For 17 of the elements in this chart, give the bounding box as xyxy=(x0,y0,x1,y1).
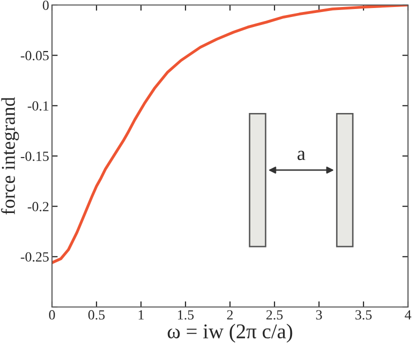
x-tick-label: 1.5 xyxy=(178,310,194,320)
x-tick-label: 4 xyxy=(404,310,412,320)
annotation: a xyxy=(298,150,306,160)
y-tick-label: -0.05 xyxy=(20,50,49,60)
x-tick-label: 3.5 xyxy=(355,310,372,320)
x-axis-title: ω = iw (2π c/a) xyxy=(168,324,292,343)
y-tick-label: -0.2 xyxy=(28,202,48,212)
x-tick-label: 1 xyxy=(138,310,144,320)
x-tick-label: 2.5 xyxy=(266,310,283,320)
y-tick-label: 0 xyxy=(42,0,49,10)
x-tick-label: 2 xyxy=(227,310,233,320)
y-axis-title: force integrand xyxy=(1,97,19,215)
y-tick-label: -0.25 xyxy=(20,252,49,262)
y-tick-label: -0.1 xyxy=(28,101,48,111)
y-tick-label: -0.15 xyxy=(20,152,49,162)
x-tick-label: 3 xyxy=(316,310,322,320)
x-tick-label: 0.5 xyxy=(88,310,105,320)
